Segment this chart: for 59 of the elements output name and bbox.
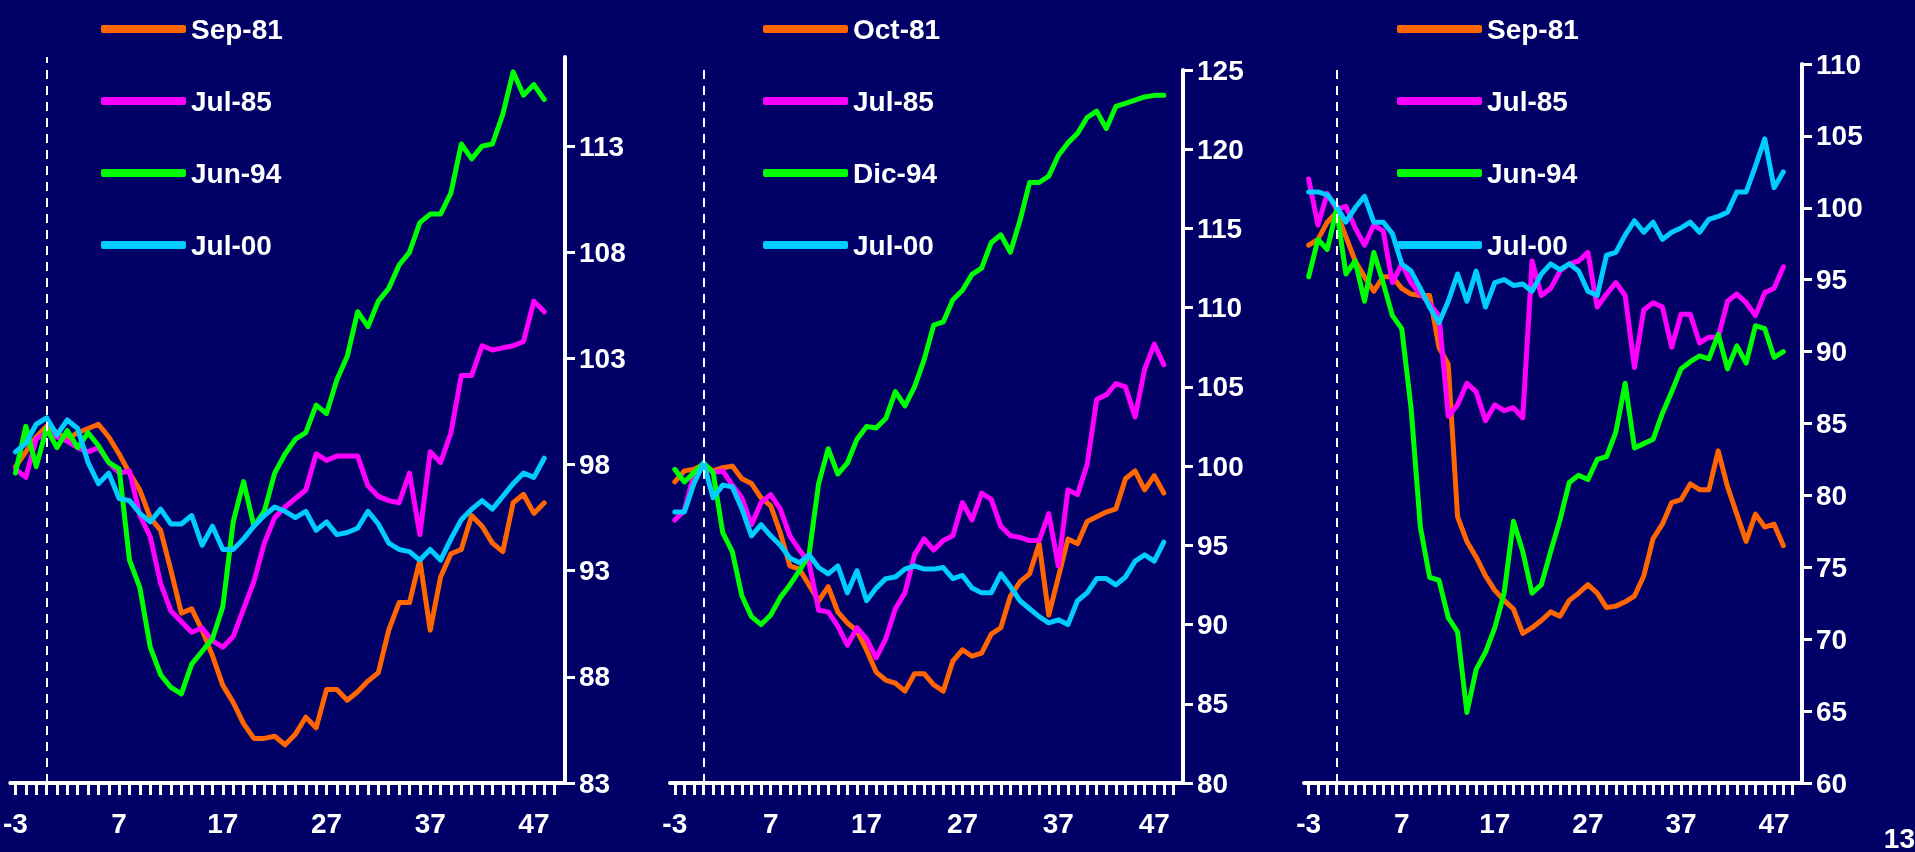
x-tick-label: 37	[414, 807, 446, 839]
x-tick-label: 37	[1042, 807, 1074, 839]
legend-label: Jul-85	[1487, 85, 1568, 117]
y-tick-label: 95	[1816, 264, 1848, 296]
x-tick-label: 17	[850, 807, 883, 839]
y-tick-label: 113	[579, 130, 625, 162]
legend-label: Jul-85	[853, 85, 934, 117]
x-tick-label: 47	[518, 807, 550, 839]
y-tick-label: 105	[1816, 120, 1863, 152]
legend-label: Jul-00	[191, 229, 272, 261]
legend-label: Oct-81	[853, 13, 941, 45]
legend-label: Jul-85	[191, 85, 272, 117]
x-tick-label: 7	[762, 807, 779, 839]
x-tick-label: 37	[1665, 807, 1697, 839]
x-tick-label: -3	[662, 807, 688, 839]
x-tick-label: 17	[1479, 807, 1511, 839]
legend-label: Jun-94	[1487, 157, 1578, 189]
x-tick-label: 27	[1572, 807, 1604, 839]
y-tick-label: 80	[1816, 479, 1848, 511]
y-tick-label: 70	[1816, 623, 1848, 655]
y-tick-label: 98	[579, 449, 611, 481]
y-tick-label: 110	[1197, 292, 1243, 324]
x-tick-label: 47	[1138, 807, 1170, 839]
y-tick-label: 85	[1197, 688, 1229, 720]
x-tick-label: 7	[1393, 807, 1410, 839]
x-tick-label: 7	[111, 807, 127, 839]
y-tick-label: 100	[1816, 192, 1863, 224]
y-tick-label: 110	[1816, 48, 1862, 80]
legend-label: Jul-00	[853, 229, 934, 261]
legend-label: Jul-00	[1487, 229, 1568, 261]
y-tick-label: 115	[1197, 212, 1243, 244]
y-tick-label: 100	[1197, 450, 1244, 482]
text: 13	[1883, 822, 1915, 852]
y-tick-label: 125	[1197, 54, 1244, 86]
y-tick-label: 60	[1816, 767, 1848, 799]
y-tick-label: 103	[579, 342, 626, 374]
y-tick-label: 90	[1197, 609, 1229, 641]
y-tick-label: 108	[579, 236, 626, 268]
y-tick-label: 80	[1197, 767, 1229, 799]
y-tick-label: 90	[1816, 336, 1848, 368]
x-tick-label: 27	[310, 807, 343, 839]
legend-label: Jun-94	[191, 157, 282, 189]
x-tick-label: 27	[946, 807, 979, 839]
y-tick-label: 65	[1816, 695, 1848, 727]
y-tick-label: 88	[579, 661, 611, 693]
x-tick-label: -3	[3, 807, 28, 839]
legend-label: Sep-81	[191, 13, 283, 45]
legend-label: Dic-94	[853, 157, 938, 189]
y-tick-label: 120	[1197, 133, 1244, 165]
y-tick-label: 105	[1197, 371, 1244, 403]
y-tick-label: 75	[1816, 551, 1848, 583]
x-tick-label: -3	[1296, 807, 1322, 839]
legend-label: Sep-81	[1487, 13, 1579, 45]
y-tick-label: 83	[579, 767, 611, 799]
x-tick-label: 17	[207, 807, 239, 839]
x-tick-label: 47	[1758, 807, 1790, 839]
y-tick-label: 85	[1816, 408, 1848, 439]
y-tick-label: 93	[579, 555, 611, 587]
y-tick-label: 95	[1197, 529, 1229, 561]
